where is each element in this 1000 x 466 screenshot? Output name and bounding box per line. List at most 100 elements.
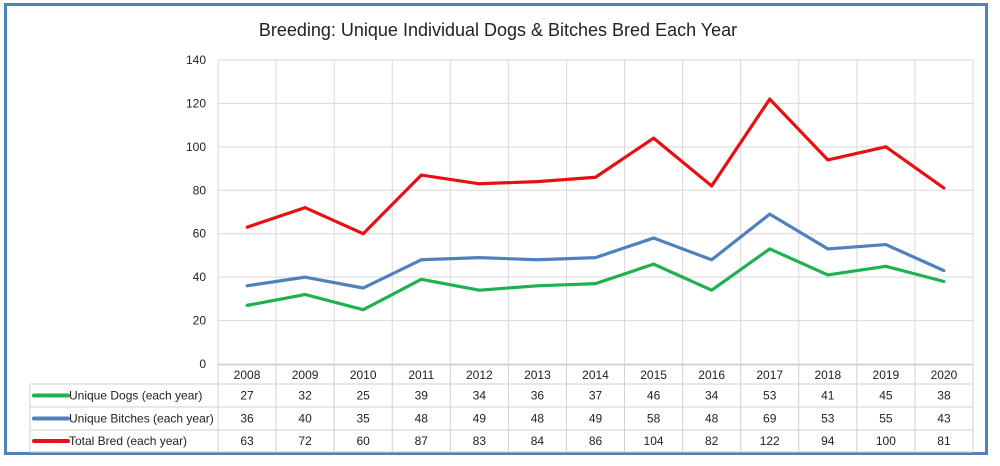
data-point: [245, 225, 249, 229]
data-table-cell: 58: [647, 412, 661, 426]
data-table-cell: 35: [357, 412, 371, 426]
data-point: [594, 256, 597, 260]
data-point: [710, 258, 714, 262]
y-tick-label: 0: [199, 357, 206, 371]
data-table-cell: 53: [763, 389, 777, 403]
data-table-cell: 39: [415, 389, 429, 403]
data-table-cell: 46: [647, 389, 661, 403]
data-point: [419, 173, 423, 177]
x-tick-label: 2013: [524, 368, 551, 382]
data-point: [535, 180, 539, 184]
data-point: [884, 243, 888, 247]
data-table-cell: 27: [240, 389, 254, 403]
data-point: [768, 212, 772, 216]
x-tick-label: 2011: [408, 368, 434, 382]
data-table-cell: 81: [937, 434, 951, 448]
x-tick-label: 2014: [582, 368, 609, 382]
x-tick-label: 2009: [292, 368, 319, 382]
y-tick-label: 60: [193, 227, 207, 241]
data-point: [768, 97, 772, 101]
data-table-cell: 84: [531, 434, 545, 448]
data-table-cell: 69: [763, 412, 777, 426]
y-tick-label: 80: [193, 183, 207, 197]
y-tick-label: 20: [193, 314, 207, 328]
data-point: [826, 158, 830, 162]
data-table-cell: 60: [357, 434, 371, 448]
data-table-cell: 72: [298, 434, 312, 448]
data-point: [942, 269, 946, 273]
data-point: [884, 145, 888, 149]
data-table-cell: 25: [357, 389, 371, 403]
legend-label: Unique Dogs (each year): [69, 389, 202, 403]
x-tick-label: 2016: [698, 368, 725, 382]
data-table-cell: 38: [937, 389, 951, 403]
x-tick-label: 2017: [756, 368, 783, 382]
data-point: [245, 284, 249, 288]
data-table-cell: 63: [240, 434, 254, 448]
data-table-cell: 94: [821, 434, 835, 448]
data-table-cell: 32: [298, 389, 312, 403]
data-point: [535, 258, 539, 262]
data-point: [652, 136, 656, 140]
x-tick-label: 2018: [814, 368, 841, 382]
data-table-cell: 37: [589, 389, 603, 403]
data-table-cell: 45: [879, 389, 893, 403]
series-line-3: [246, 97, 945, 236]
data-table-cell: 100: [876, 434, 896, 448]
x-tick-label: 2008: [234, 368, 261, 382]
legend-label: Unique Bitches (each year): [69, 412, 214, 426]
y-tick-label: 40: [193, 270, 207, 284]
data-table-cell: 48: [531, 412, 545, 426]
chart-frame: [4, 3, 988, 455]
data-point: [361, 286, 365, 290]
x-tick-label: 2012: [466, 368, 493, 382]
data-point: [419, 277, 423, 281]
data-table-cell: 41: [821, 389, 835, 403]
y-tick-label: 120: [186, 96, 206, 110]
data-table-cell: 87: [415, 434, 429, 448]
chart-title: Breeding: Unique Individual Dogs & Bitch…: [259, 20, 737, 40]
data-point: [303, 206, 307, 210]
data-table-cell: 86: [589, 434, 603, 448]
data-point: [361, 232, 365, 236]
legend-label: Total Bred (each year): [69, 434, 187, 448]
data-table-cell: 55: [879, 412, 893, 426]
data-point: [477, 288, 481, 292]
data-point: [884, 264, 888, 268]
x-tick-label: 2010: [350, 368, 377, 382]
data-point: [652, 236, 656, 240]
data-point: [710, 288, 714, 292]
data-point: [245, 303, 249, 307]
data-table-cell: 34: [705, 389, 719, 403]
data-point: [826, 273, 830, 277]
x-tick-label: 2020: [931, 368, 958, 382]
data-point: [477, 182, 481, 186]
x-tick-label: 2015: [640, 368, 667, 382]
data-point: [303, 275, 307, 279]
data-point: [594, 282, 597, 286]
data-table-cell: 104: [644, 434, 664, 448]
data-table-cell: 36: [240, 412, 254, 426]
data-table-cell: 40: [298, 412, 312, 426]
data-table-cell: 48: [705, 412, 719, 426]
data-table-cell: 122: [760, 434, 780, 448]
data-point: [942, 279, 946, 283]
data-point: [652, 262, 656, 266]
data-table-cell: 49: [589, 412, 603, 426]
y-tick-label: 100: [186, 140, 206, 154]
data-point: [535, 284, 539, 288]
data-point: [768, 247, 772, 251]
data-point: [942, 186, 946, 190]
data-point: [361, 308, 365, 312]
data-table-cell: 36: [531, 389, 545, 403]
data-table-cell: 82: [705, 434, 719, 448]
data-table-cell: 43: [937, 412, 951, 426]
data-table-cell: 83: [473, 434, 487, 448]
data-point: [303, 293, 307, 297]
data-table-cell: 53: [821, 412, 835, 426]
data-table-cell: 48: [415, 412, 429, 426]
data-point: [594, 175, 597, 179]
data-point: [710, 184, 714, 188]
